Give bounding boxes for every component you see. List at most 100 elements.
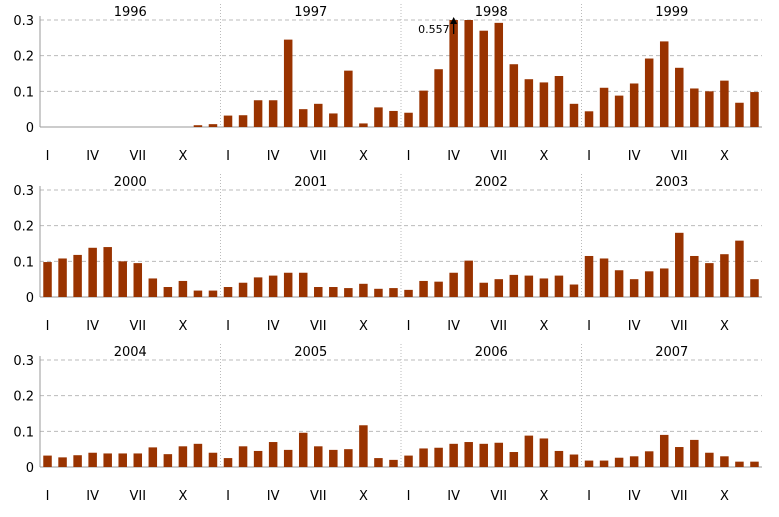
- bar-1998-m2: [419, 90, 428, 127]
- bar-1997-m4: [268, 100, 278, 127]
- bar-1998-m12: [569, 103, 579, 127]
- bar-2001-m8: [329, 287, 338, 297]
- bar-1999-m3: [614, 95, 624, 127]
- month-tick-label: I: [226, 489, 230, 504]
- bar-2005-m7: [314, 446, 323, 467]
- month-tick-label: X: [359, 149, 368, 164]
- year-label: 2004: [114, 345, 147, 360]
- month-tick-label: I: [46, 489, 50, 504]
- bar-2000-m4: [88, 247, 97, 297]
- month-tick-label: X: [720, 319, 729, 334]
- year-label: 2001: [294, 175, 327, 190]
- bar-1999-m6: [659, 41, 669, 127]
- month-tick-label: VII: [129, 489, 146, 504]
- year-label: 2005: [294, 345, 327, 360]
- bar-1997-m3: [253, 100, 263, 127]
- bar-2000-m1: [43, 262, 52, 297]
- bar-2007-m11: [735, 461, 744, 467]
- month-tick-label: I: [407, 149, 411, 164]
- bar-1999-m5: [644, 58, 654, 127]
- bar-2002-m5: [464, 260, 473, 297]
- month-tick-label: VII: [490, 319, 507, 334]
- bar-2005-m11: [374, 458, 383, 467]
- month-tick-label: X: [539, 149, 548, 164]
- bar-2007-m12: [750, 461, 759, 467]
- bar-2003-m2: [599, 258, 609, 297]
- y-tick-label: 0.3: [13, 14, 34, 29]
- bar-1999-m4: [629, 83, 639, 127]
- month-tick-label: IV: [628, 319, 641, 334]
- month-tick-label: VII: [671, 489, 688, 504]
- bar-1999-m12: [750, 92, 759, 127]
- bar-1997-m8: [329, 113, 338, 127]
- year-label: 2000: [114, 175, 147, 190]
- bar-1998-m9: [524, 79, 534, 127]
- month-tick-label: I: [587, 149, 591, 164]
- bar-2007-m7: [675, 447, 684, 467]
- bar-2003-m11: [735, 240, 744, 297]
- bar-2001-m2: [238, 282, 248, 297]
- month-tick-label: I: [407, 489, 411, 504]
- y-tick-label: 0.1: [13, 425, 34, 440]
- y-tick-label: 0.2: [13, 50, 34, 65]
- bar-2005-m9: [344, 449, 353, 467]
- bar-2000-m9: [163, 287, 173, 297]
- chart-panel-2: 0 0.1 0.2 0.3 2000 I IV VII X 2001 I IV VII X 2002 I IV V…: [13, 174, 762, 334]
- bar-2005-m4: [268, 442, 278, 467]
- month-tick-label: I: [226, 149, 230, 164]
- bar-2004-m12: [208, 452, 218, 467]
- month-tick-label: X: [178, 149, 187, 164]
- month-tick-label: VII: [310, 149, 327, 164]
- year-label: 1999: [655, 5, 688, 20]
- month-tick-label: VII: [129, 319, 146, 334]
- y-tick-label: 0.3: [13, 354, 34, 369]
- bar-1997-m2: [238, 115, 248, 127]
- month-tick-label: X: [359, 319, 368, 334]
- bar-2003-m1: [584, 255, 594, 297]
- month-tick-label: X: [178, 489, 187, 504]
- bar-1997-m1: [223, 115, 233, 127]
- bar-2007-m1: [584, 460, 594, 467]
- month-tick-label: IV: [86, 149, 99, 164]
- bar-2006-m9: [524, 435, 534, 467]
- bar-1997-m6: [298, 109, 308, 127]
- month-tick-label: IV: [628, 149, 641, 164]
- bar-2000-m6: [118, 261, 127, 297]
- year-label: 2006: [475, 345, 508, 360]
- bar-2005-m1: [223, 458, 233, 467]
- bar-2006-m5: [464, 442, 473, 467]
- chart-panel-1: 0 0.1 0.2 0.3 1996 I IV VII X 1997 I IV VII X 1998 I IV V…: [13, 4, 762, 164]
- month-tick-label: I: [587, 489, 591, 504]
- month-tick-label: VII: [310, 319, 327, 334]
- bar-2006-m2: [419, 448, 428, 467]
- year-label: 1998: [475, 5, 508, 20]
- bar-1998-m1: [404, 112, 413, 127]
- bar-2002-m4: [449, 272, 458, 297]
- bar-2004-m10: [178, 446, 188, 467]
- bar-2006-m10: [539, 438, 549, 467]
- bar-1998-m7: [494, 22, 504, 127]
- bar-2000-m11: [193, 290, 203, 297]
- bar-1998-m6: [479, 30, 488, 128]
- bar-2002-m3: [434, 281, 443, 297]
- bar-1998-m10: [539, 82, 549, 127]
- bar-2007-m8: [690, 439, 699, 467]
- bar-2001-m9: [344, 288, 353, 297]
- bar-2003-m3: [614, 270, 624, 297]
- month-tick-label: VII: [671, 149, 688, 164]
- month-tick-label: X: [720, 149, 729, 164]
- year-label: 1996: [114, 5, 147, 20]
- bar-2002-m8: [509, 274, 519, 297]
- bar-2002-m9: [524, 275, 534, 297]
- month-tick-label: VII: [671, 319, 688, 334]
- bar-2005-m6: [298, 432, 308, 467]
- bar-2005-m3: [253, 450, 263, 467]
- bar-1999-m2: [599, 87, 609, 127]
- bar-2004-m6: [118, 453, 127, 467]
- bar-2004-m9: [163, 454, 173, 467]
- month-tick-label: IV: [447, 149, 460, 164]
- month-tick-label: IV: [86, 319, 99, 334]
- bar-2002-m6: [479, 282, 488, 297]
- bar-2005-m12: [389, 459, 398, 467]
